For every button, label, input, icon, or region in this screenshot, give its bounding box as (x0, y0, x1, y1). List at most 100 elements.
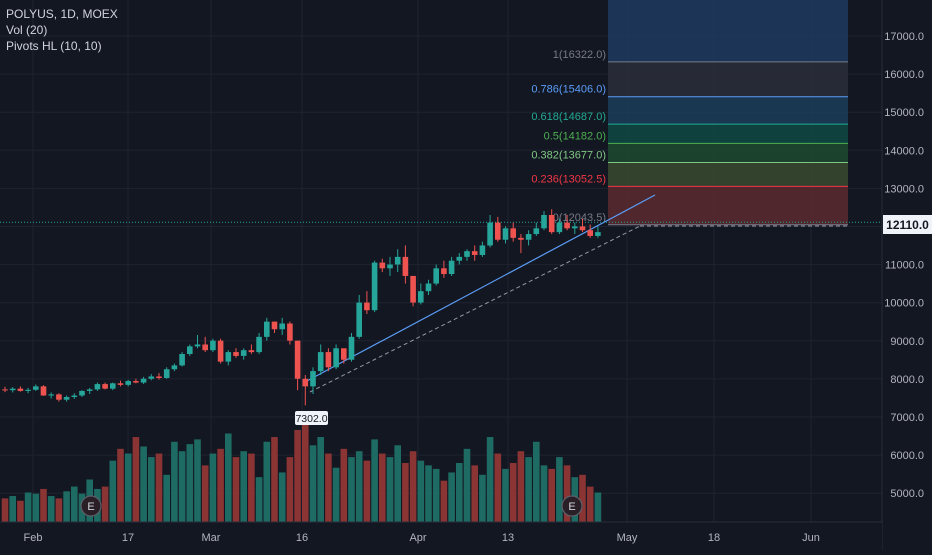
candle-body[interactable] (371, 262, 378, 311)
candle-body[interactable] (433, 268, 439, 284)
candle-body[interactable] (63, 397, 70, 400)
candle-body[interactable] (425, 283, 432, 292)
candle-body[interactable] (125, 381, 131, 385)
candle-body[interactable] (364, 302, 370, 311)
candle-body[interactable] (587, 230, 593, 236)
earnings-icon[interactable] (80, 495, 102, 517)
candle-body[interactable] (110, 383, 116, 389)
candle-body[interactable] (187, 346, 193, 354)
candle-body[interactable] (564, 222, 570, 229)
candle-body[interactable] (194, 344, 201, 347)
candle-body[interactable] (171, 365, 178, 370)
candle-body[interactable] (117, 383, 124, 385)
candle-body[interactable] (448, 260, 455, 275)
fib-zone (608, 143, 848, 163)
candle-body[interactable] (525, 234, 532, 240)
candle-body[interactable] (9, 388, 16, 391)
candle-body[interactable] (79, 390, 85, 396)
candle-body[interactable] (179, 353, 185, 366)
candle-body[interactable] (456, 256, 463, 261)
candle-body[interactable] (240, 350, 247, 356)
candle-body[interactable] (287, 323, 293, 341)
candle-body[interactable] (310, 371, 316, 387)
candle-body[interactable] (495, 222, 501, 240)
candle-body[interactable] (348, 336, 355, 360)
candle-body[interactable] (471, 251, 478, 255)
candle-body[interactable] (48, 394, 54, 396)
candle-body[interactable] (279, 323, 285, 330)
candle-body[interactable] (302, 378, 309, 387)
candle-body[interactable] (595, 232, 601, 236)
volume-bar (340, 448, 348, 522)
candle-body[interactable] (56, 394, 62, 400)
candle-body[interactable] (156, 376, 162, 378)
candle-body[interactable] (140, 378, 147, 383)
candle-body[interactable] (33, 386, 39, 390)
candle-body[interactable] (248, 350, 255, 353)
price-tick-label: 5000.0 (890, 488, 924, 500)
candle-body[interactable] (325, 352, 332, 368)
time-tick-label: Apr (409, 532, 426, 544)
candle-body[interactable] (133, 381, 139, 383)
candle-body[interactable] (202, 344, 208, 351)
candle-body[interactable] (210, 340, 216, 351)
candle-body[interactable] (71, 395, 78, 398)
candle-body[interactable] (317, 352, 324, 372)
trendline-dashed[interactable] (309, 225, 641, 393)
candle-body[interactable] (572, 226, 578, 229)
candle-body[interactable] (102, 384, 108, 389)
candle-body[interactable] (40, 386, 47, 396)
candle-body[interactable] (341, 348, 347, 360)
candle-body[interactable] (418, 291, 424, 303)
volume-bar (240, 451, 247, 522)
candle-body[interactable] (356, 302, 362, 337)
candle-body[interactable] (541, 214, 547, 229)
candle-body[interactable] (148, 376, 155, 379)
trendline[interactable] (304, 194, 656, 383)
candle-body[interactable] (579, 226, 586, 231)
candle-body[interactable] (479, 245, 486, 255)
candle-body[interactable] (510, 228, 516, 238)
earnings-icon[interactable] (561, 495, 583, 517)
candle-body[interactable] (94, 384, 101, 390)
candle-body[interactable] (233, 352, 239, 356)
candle-body[interactable] (502, 228, 509, 240)
candle-body[interactable] (256, 336, 262, 353)
volume-bar (386, 457, 394, 522)
volume-bar (1, 498, 9, 522)
volume-bar (409, 451, 417, 522)
candle-body[interactable] (441, 268, 447, 275)
candle-body[interactable] (556, 222, 563, 233)
candle-body[interactable] (394, 256, 401, 265)
volume-indicator-label[interactable]: Vol (20) (6, 23, 48, 37)
candle-body[interactable] (464, 251, 470, 257)
candle-body[interactable] (533, 228, 540, 235)
symbol-title[interactable]: POLYUS, 1D, MOEX (6, 7, 118, 21)
price-tick-label: 8000.0 (890, 374, 924, 386)
candle-body[interactable] (402, 256, 409, 276)
candle-body[interactable] (86, 389, 93, 391)
candle-body[interactable] (25, 389, 31, 391)
candle-body[interactable] (2, 389, 8, 391)
candle-body[interactable] (217, 340, 224, 362)
candle-body[interactable] (487, 222, 493, 246)
candle-body[interactable] (17, 388, 24, 391)
candle-body[interactable] (333, 348, 339, 368)
candle-body[interactable] (379, 262, 386, 269)
candle-body[interactable] (294, 340, 301, 379)
pivots-indicator-label[interactable]: Pivots HL (10, 10) (6, 39, 102, 53)
candle-body[interactable] (264, 321, 270, 337)
candle-body[interactable] (518, 237, 524, 240)
candle-body[interactable] (225, 352, 232, 362)
candle-body[interactable] (163, 369, 170, 378)
volume-bar (448, 472, 455, 522)
time-axis[interactable] (0, 522, 882, 550)
candle-body[interactable] (548, 214, 555, 233)
price-axis[interactable] (882, 0, 932, 550)
candle-body[interactable] (410, 275, 416, 303)
candle-body[interactable] (387, 264, 393, 269)
candle-body[interactable] (271, 321, 278, 330)
volume-bar (471, 465, 478, 522)
